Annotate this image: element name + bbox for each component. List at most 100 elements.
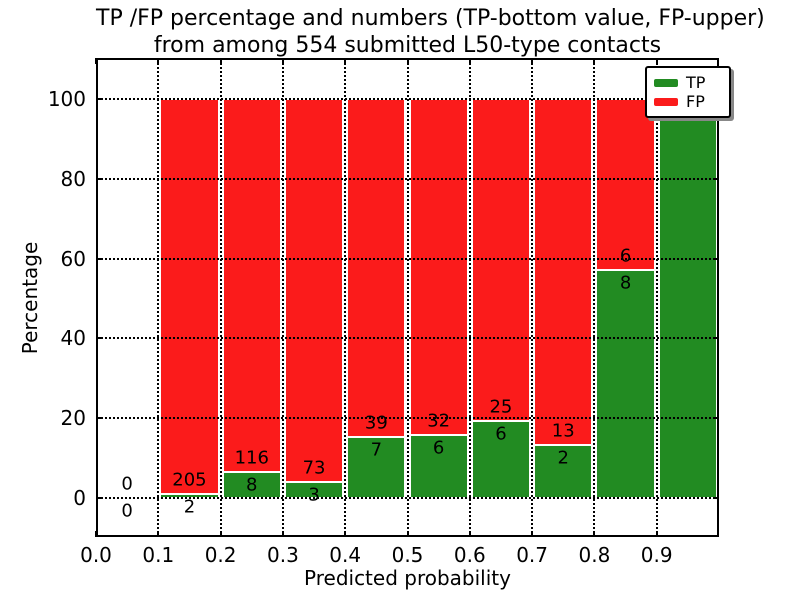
x-tick-mark bbox=[406, 531, 409, 537]
y-tick-mark-right bbox=[713, 257, 719, 260]
bar-tp-count-label: 8 bbox=[246, 474, 258, 496]
y-tick-mark-right bbox=[713, 177, 719, 180]
bar-fp-count-label: 39 bbox=[364, 412, 388, 434]
x-tick-label: 0.6 bbox=[453, 543, 486, 567]
bar-tp-count-label: 2 bbox=[557, 447, 569, 469]
y-tick-mark-right bbox=[713, 337, 719, 340]
x-tick-label: 0.9 bbox=[640, 543, 673, 567]
x-tick-mark-top bbox=[157, 58, 160, 64]
x-tick-mark bbox=[157, 531, 160, 537]
gridline-vertical bbox=[655, 58, 658, 537]
y-tick-mark bbox=[96, 98, 102, 100]
legend-swatch-fp bbox=[654, 97, 678, 106]
gridline-vertical bbox=[344, 58, 347, 537]
x-tick-mark bbox=[468, 531, 471, 537]
gridline-horizontal bbox=[96, 417, 719, 420]
x-tick-mark bbox=[344, 531, 347, 537]
bar-fp-count-label: 116 bbox=[234, 447, 269, 469]
bar-tp-segment bbox=[471, 420, 531, 498]
x-tick-mark-top bbox=[95, 58, 97, 64]
x-tick-mark-top bbox=[531, 58, 534, 64]
x-tick-mark-top bbox=[344, 58, 347, 64]
x-tick-label: 0.0 bbox=[80, 543, 112, 567]
gridline-vertical bbox=[468, 58, 471, 537]
gridline-vertical bbox=[406, 58, 409, 537]
y-tick-label: 0 bbox=[73, 486, 86, 510]
gridline-horizontal bbox=[96, 497, 719, 499]
x-tick-mark-top bbox=[219, 58, 222, 64]
plot-area: 00205211687333973262561326803 bbox=[95, 58, 719, 537]
x-tick-mark bbox=[593, 531, 596, 537]
bar-tp-count-label: 6 bbox=[432, 437, 445, 459]
gridline-vertical bbox=[281, 58, 284, 537]
bar-tp-segment bbox=[596, 270, 655, 498]
chart-title: TP /FP percentage and numbers (TP-bottom… bbox=[96, 5, 765, 59]
x-tick-label: 0.1 bbox=[142, 543, 175, 567]
bar-fp-segment bbox=[160, 99, 219, 495]
legend-entry-tp: TP bbox=[654, 74, 722, 91]
chart-title-line2: from among 554 submitted L50-type contac… bbox=[153, 33, 662, 58]
x-tick-mark bbox=[219, 531, 222, 537]
x-tick-mark-top bbox=[281, 58, 284, 64]
bar-fp-segment bbox=[534, 99, 593, 445]
x-tick-mark bbox=[281, 531, 284, 537]
bar-tp-segment bbox=[347, 437, 406, 498]
y-tick-mark bbox=[96, 337, 102, 340]
gridline-horizontal bbox=[96, 98, 719, 100]
legend-swatch-tp bbox=[654, 78, 678, 87]
x-tick-label: 0.8 bbox=[578, 543, 611, 567]
legend-label: FP bbox=[686, 91, 705, 111]
bar-fp-count-label: 73 bbox=[302, 457, 326, 479]
bar-fp-count-label: 6 bbox=[619, 245, 632, 267]
bar-tp-segment bbox=[222, 472, 281, 498]
bar-tp-count-label: 7 bbox=[370, 439, 383, 461]
y-tick-label: 40 bbox=[60, 326, 86, 351]
y-tick-mark bbox=[96, 177, 102, 180]
y-tick-mark bbox=[96, 417, 102, 420]
bar-tp-segment bbox=[534, 444, 593, 498]
bar-tp-segment bbox=[658, 99, 717, 498]
x-tick-mark bbox=[655, 531, 658, 537]
bar-fp-segment bbox=[284, 99, 344, 483]
bar-fp-count-label: 205 bbox=[172, 469, 207, 491]
y-tick-mark-right bbox=[713, 417, 719, 420]
gridline-horizontal bbox=[96, 177, 719, 180]
gridline-vertical bbox=[531, 58, 534, 537]
x-tick-mark-top bbox=[468, 58, 471, 64]
x-tick-label: 0.2 bbox=[204, 543, 237, 567]
gridline-vertical bbox=[219, 58, 222, 537]
chart-title-line1: TP /FP percentage and numbers (TP-bottom… bbox=[96, 6, 765, 31]
bar-fp-count-label: 0 bbox=[121, 473, 133, 495]
legend: TP FP bbox=[645, 66, 731, 118]
x-tick-label: 0.5 bbox=[391, 543, 424, 567]
y-tick-label: 20 bbox=[60, 406, 86, 431]
bar-fp-segment bbox=[596, 99, 655, 270]
y-tick-label: 60 bbox=[60, 246, 86, 271]
bar-tp-count-label: 8 bbox=[619, 272, 632, 294]
x-tick-mark-top bbox=[406, 58, 409, 64]
bar-fp-count-label: 32 bbox=[427, 410, 451, 432]
bar-fp-count-label: 13 bbox=[551, 420, 575, 442]
x-tick-mark-top bbox=[593, 58, 596, 64]
x-tick-mark bbox=[531, 531, 534, 537]
gridline-vertical bbox=[593, 58, 596, 537]
bar-tp-count-label: 2 bbox=[183, 496, 196, 518]
bar-tp-count-label: 6 bbox=[495, 423, 507, 445]
x-tick-mark bbox=[95, 531, 97, 537]
y-tick-label: 80 bbox=[60, 166, 86, 191]
y-tick-label: 100 bbox=[47, 87, 86, 111]
x-tick-label: 0.3 bbox=[266, 543, 299, 567]
y-tick-mark-right bbox=[713, 497, 719, 499]
gridline-vertical bbox=[157, 58, 160, 537]
bar-tp-count-label: 0 bbox=[121, 500, 133, 522]
bar-fp-segment bbox=[409, 99, 468, 435]
x-tick-label: 0.7 bbox=[516, 543, 548, 567]
x-axis-label: Predicted probability bbox=[304, 566, 511, 590]
legend-label: TP bbox=[686, 72, 706, 92]
bar-fp-segment bbox=[471, 99, 531, 421]
x-tick-label: 0.4 bbox=[329, 543, 362, 567]
y-tick-mark bbox=[96, 497, 102, 499]
y-tick-mark bbox=[96, 257, 102, 260]
gridline-horizontal bbox=[96, 257, 719, 260]
bar-fp-segment bbox=[347, 99, 406, 438]
